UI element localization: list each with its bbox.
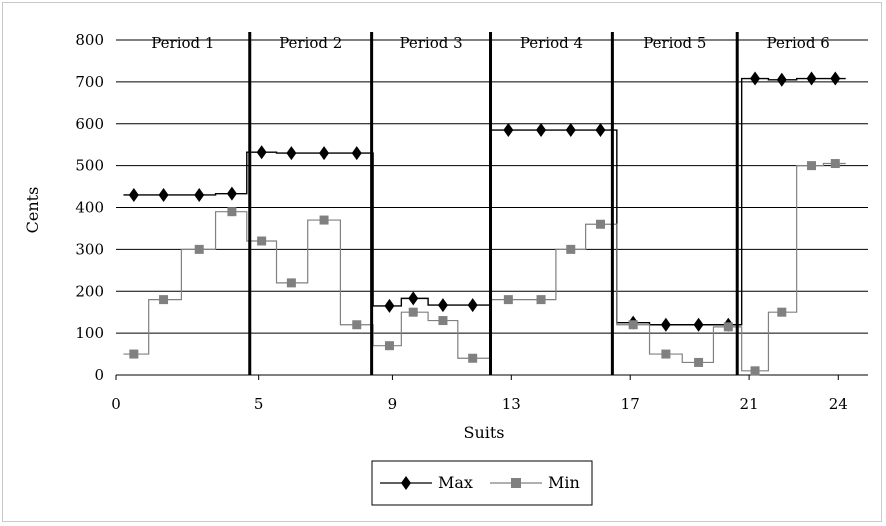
max-marker-5 [286, 146, 297, 161]
min-marker-2 [194, 244, 204, 254]
min-marker-9 [408, 307, 418, 317]
y-tick-label-500: 500 [75, 157, 104, 175]
max-marker-7 [351, 146, 362, 161]
min-marker-8 [384, 341, 394, 351]
period-label-4: Period 4 [520, 34, 583, 52]
min-marker-22 [807, 161, 817, 171]
x-tick-label-24: 24 [829, 395, 848, 413]
min-marker-3 [227, 207, 237, 217]
max-marker-2 [194, 187, 205, 202]
min-marker-1 [159, 295, 169, 305]
x-tick-label-5: 5 [254, 395, 264, 413]
min-marker-7 [352, 320, 362, 330]
y-axis-title: Cents [23, 187, 42, 234]
min-marker-23 [830, 159, 840, 169]
max-marker-0 [128, 187, 139, 202]
y-tick-label-700: 700 [75, 73, 104, 91]
y-tick-label-400: 400 [75, 199, 104, 217]
max-marker-3 [226, 186, 237, 201]
y-tick-label-100: 100 [75, 324, 104, 342]
max-marker-1 [158, 187, 169, 202]
min-marker-19 [723, 322, 733, 332]
max-marker-6 [319, 146, 330, 161]
max-marker-22 [806, 71, 817, 86]
period-label-6: Period 6 [767, 34, 830, 52]
period-label-5: Period 5 [643, 34, 706, 52]
min-marker-16 [628, 320, 638, 330]
period-label-2: Period 2 [279, 34, 342, 52]
legend-max-diamond-icon [401, 476, 411, 490]
min-marker-13 [536, 295, 546, 305]
min-marker-10 [438, 316, 448, 326]
x-tick-label-9: 9 [388, 395, 398, 413]
min-marker-5 [286, 278, 296, 288]
max-marker-11 [467, 298, 478, 313]
legend: Max Min [371, 460, 593, 506]
x-tick-label-21: 21 [740, 395, 759, 413]
max-marker-17 [660, 317, 671, 332]
max-marker-13 [536, 123, 547, 138]
min-marker-6 [319, 215, 329, 225]
max-marker-21 [776, 72, 787, 87]
tick-labels: 0 100 200 300 400 500 600 700 800 0 5 9 13 17 21 24 Peri… [75, 31, 847, 413]
y-tick-label-600: 600 [75, 115, 104, 133]
max-marker-9 [408, 291, 419, 306]
period-label-1: Period 1 [151, 34, 214, 52]
period-label-3: Period 3 [399, 34, 462, 52]
max-marker-14 [565, 123, 576, 138]
legend-min-label: Min [548, 473, 580, 492]
min-marker-12 [503, 295, 513, 305]
max-marker-12 [503, 123, 514, 138]
x-axis-title: Suits [463, 423, 504, 442]
max-marker-20 [750, 71, 761, 86]
y-tick-label-800: 800 [75, 31, 104, 49]
max-marker-8 [384, 298, 395, 313]
max-marker-10 [437, 298, 448, 313]
max-marker-23 [830, 71, 841, 86]
min-marker-14 [566, 244, 576, 254]
min-marker-18 [694, 357, 704, 367]
legend-min-square-icon [511, 478, 521, 488]
legend-max-label: Max [438, 473, 473, 492]
min-marker-15 [595, 219, 605, 229]
min-marker-0 [129, 349, 139, 359]
y-tick-label-0: 0 [94, 366, 104, 384]
x-tick-label-17: 17 [621, 395, 640, 413]
min-marker-21 [777, 307, 787, 317]
x-tick-label-0: 0 [111, 395, 121, 413]
max-marker-18 [693, 317, 704, 332]
y-tick-label-200: 200 [75, 282, 104, 300]
min-marker-20 [750, 366, 760, 376]
data-markers [128, 71, 841, 376]
max-marker-15 [595, 123, 606, 138]
min-marker-4 [257, 236, 267, 246]
x-tick-label-13: 13 [502, 395, 521, 413]
period-dividers [248, 32, 739, 375]
min-marker-17 [661, 349, 671, 359]
y-tick-label-300: 300 [75, 240, 104, 258]
min-marker-11 [468, 353, 478, 363]
max-marker-4 [256, 145, 267, 160]
